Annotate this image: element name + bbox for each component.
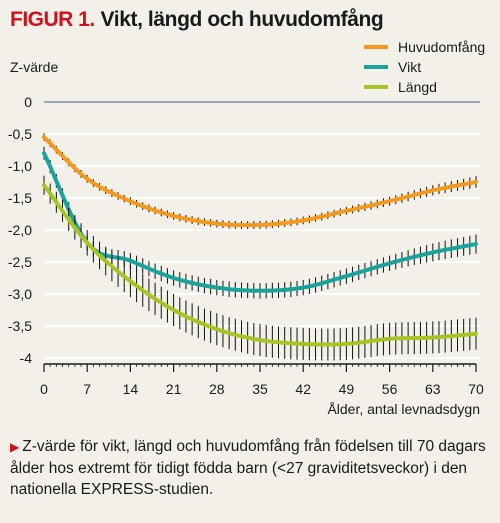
x-tick-label: 56 [382,381,398,397]
x-axis-label: Ålder, antal levnadsdygn [327,401,480,417]
y-tick-label: -3,0 [8,286,32,302]
x-tick-label: 14 [123,381,139,397]
y-tick-labels: 0 -0,5 -1,0 -1,5 -2,0 -2,5 -3,0 -3,5 -4 [8,94,32,366]
grid-lines [44,101,480,359]
line-längd [42,183,478,347]
chart-legend: Huvudomfång Vikt Längd [364,39,485,95]
y-axis-label: Z-värde [10,59,58,75]
x-tick-label: 70 [468,381,484,397]
y-tick-label: -4 [20,350,33,366]
series-huvudomfång [42,133,478,229]
legend-label: Vikt [398,59,421,75]
x-tick-label: 42 [295,381,311,397]
legend-label: Huvudomfång [398,39,485,55]
line-vikt [42,151,478,293]
chart-title: FIGUR 1. Vikt, längd och huvudomfång [10,7,384,33]
x-tick-label: 21 [166,381,182,397]
y-tick-label: -1,0 [8,158,32,174]
y-tick-label: -2,0 [8,222,32,238]
y-tick-label: -0,5 [8,126,32,142]
x-tick-label: 7 [83,381,91,397]
triangle-right-icon: ▶ [10,440,20,454]
figure-label: FIGUR 1. [10,8,95,31]
z-score-line-chart: Z-värde Ålder, antal levnadsdygn 0 -0,5 -1… [8,39,485,417]
series-vikt [42,146,478,299]
x-tick-label: 63 [425,381,441,397]
series-längd [42,175,478,361]
x-tick-label: 0 [40,381,48,397]
y-tick-label: -3,5 [8,318,32,334]
y-tick-label: -2,5 [8,254,32,270]
series-group [42,133,478,361]
y-tick-label: -1,5 [8,190,32,206]
x-tick-label: 35 [252,381,268,397]
x-tick-label: 28 [209,381,225,397]
figure-caption: ▶ Z-värde för vikt, längd och huvudomfång… [10,436,494,500]
x-axis: 0 7 14 21 28 35 42 49 56 63 70 [40,363,484,397]
caption-text: Z-värde för vikt, längd och huvudomfång … [10,438,486,498]
chart-title-text: Vikt, längd och huvudomfång [100,8,384,31]
line-huvudomfång [42,135,478,228]
legend-label: Längd [398,79,437,95]
x-tick-label: 49 [339,381,355,397]
y-tick-label: 0 [24,94,32,110]
